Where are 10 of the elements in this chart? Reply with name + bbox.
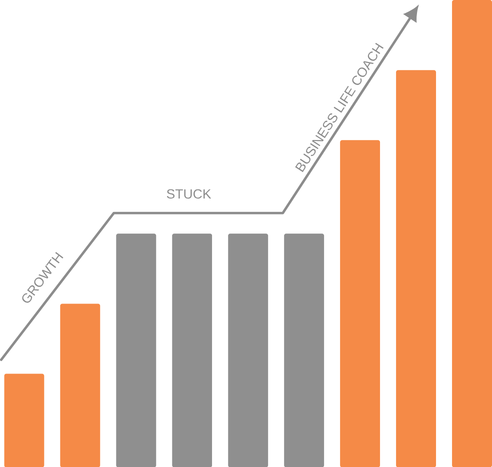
bar xyxy=(116,234,156,467)
bar xyxy=(228,234,268,467)
bar xyxy=(452,0,492,467)
bar xyxy=(4,374,44,467)
bar xyxy=(340,140,380,467)
bar xyxy=(172,234,212,467)
bar xyxy=(60,304,100,467)
bar xyxy=(396,70,436,467)
annotation: STUCK xyxy=(166,189,212,198)
bar xyxy=(284,234,324,467)
